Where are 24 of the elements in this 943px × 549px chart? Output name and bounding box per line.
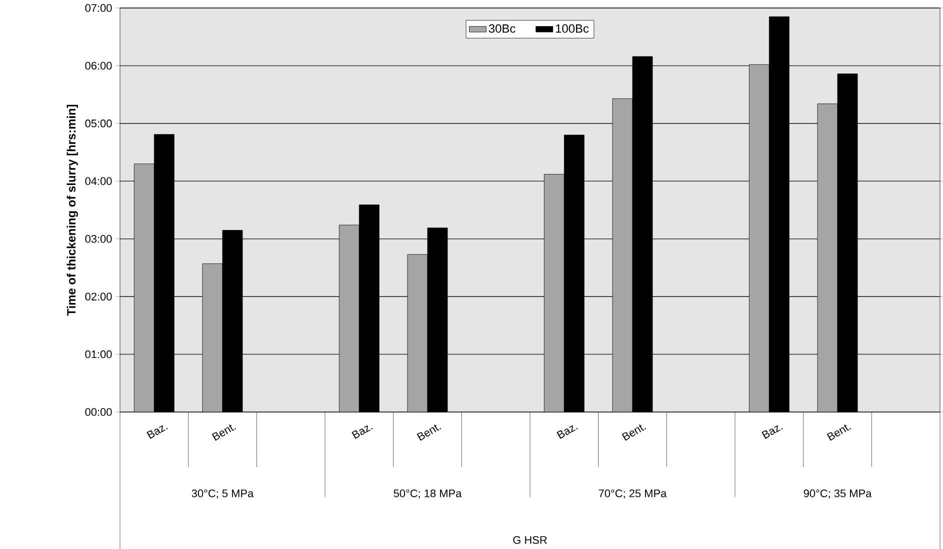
y-tick-label: 04:00 <box>85 177 112 186</box>
y-tick-label: 06:00 <box>85 62 112 70</box>
legend-label: 100Bc <box>556 24 589 33</box>
text: 30°C; 5 MPa <box>192 489 254 499</box>
x-tick-label: Bent. <box>212 424 236 441</box>
y-axis-title: Time of thickening of slurry [hrs:min] <box>66 104 78 316</box>
legend-label: 30Bc <box>488 24 516 33</box>
y-tick-label: 07:00 <box>85 4 112 12</box>
x-tick-label: Baz. <box>352 425 373 439</box>
x-tick-label: Baz. <box>146 425 168 439</box>
text: 70°C; 25 MPa <box>598 489 667 499</box>
text: 50°C; 18 MPa <box>394 489 462 499</box>
y-tick-label: 02:00 <box>85 292 112 300</box>
y-tick-label: 05:00 <box>85 120 112 128</box>
text: 90°C; 35 MPa <box>804 489 872 499</box>
text: G HSR <box>513 536 547 544</box>
x-tick-label: Bent. <box>622 424 646 441</box>
y-tick-label: 03:00 <box>85 234 112 243</box>
x-tick-label: Bent. <box>826 424 852 441</box>
y-tick-label: 00:00 <box>85 408 112 416</box>
x-tick-label: Baz. <box>556 425 578 439</box>
y-tick-label: 01:00 <box>85 350 112 358</box>
x-tick-label: Baz. <box>762 425 783 439</box>
x-tick-label: Bent. <box>416 424 442 441</box>
